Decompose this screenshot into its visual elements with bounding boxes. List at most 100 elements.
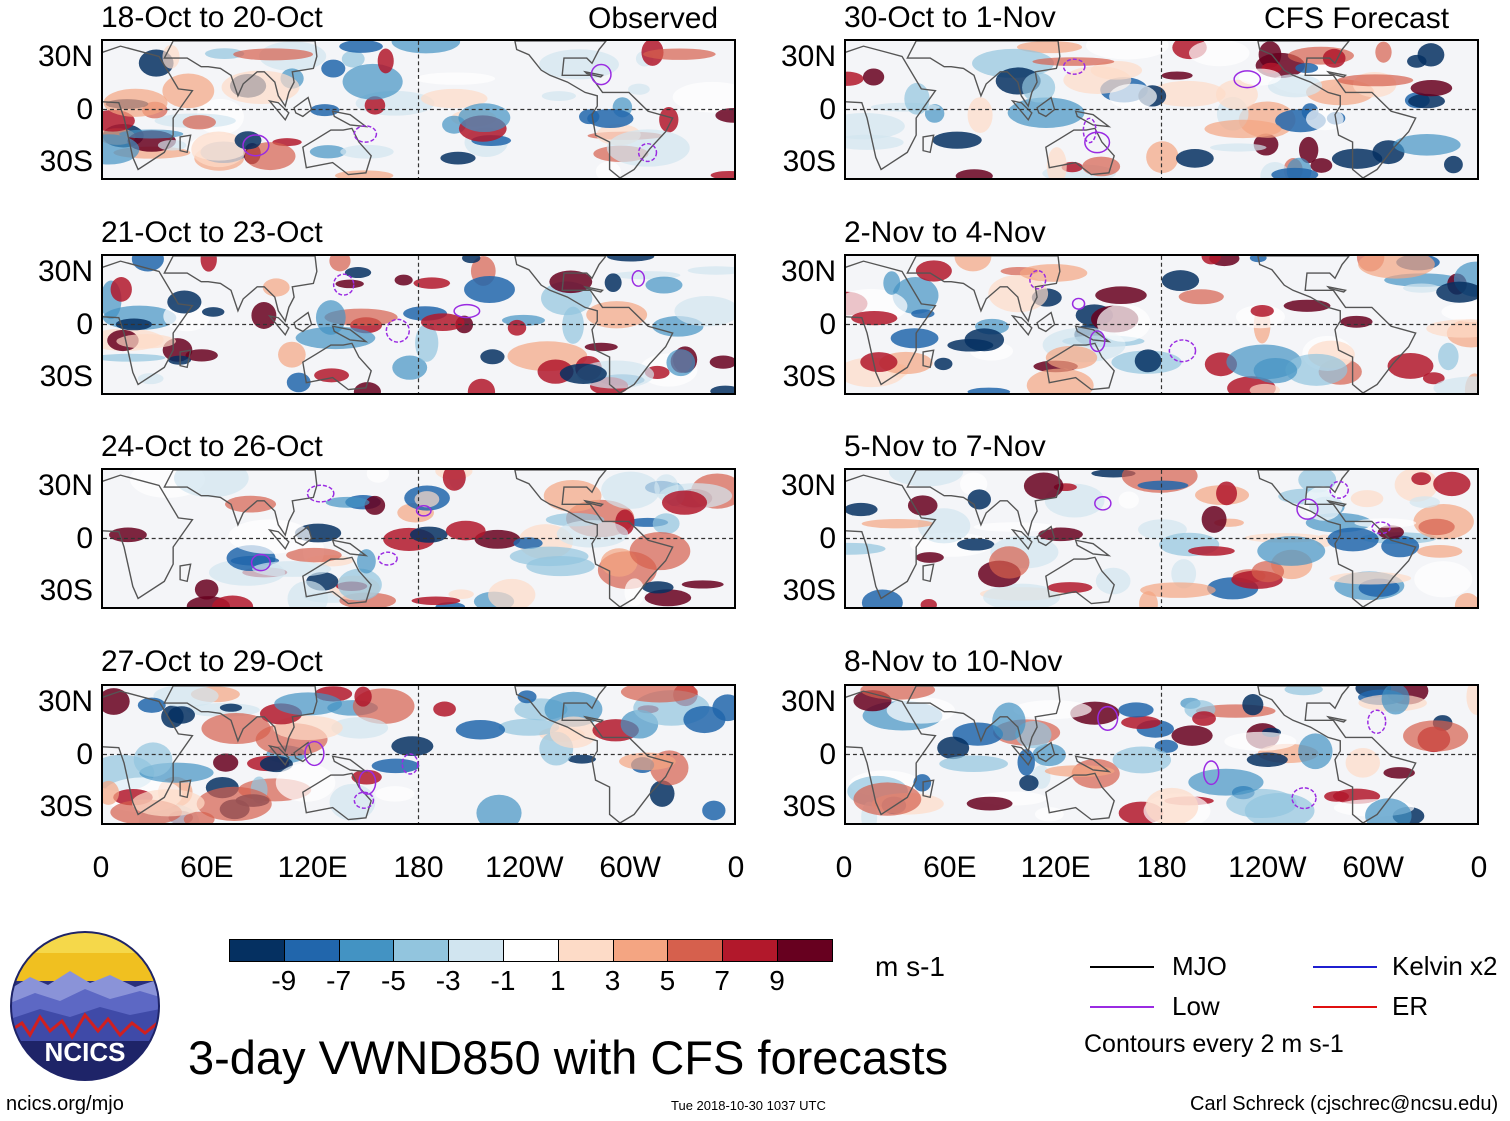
- coastline: [1036, 525, 1056, 547]
- low-contour: [250, 553, 271, 572]
- anomaly-blob: [917, 508, 971, 544]
- coastline: [1036, 311, 1056, 333]
- anomaly-blob: [233, 48, 313, 61]
- x-tick-label: 0: [835, 851, 853, 884]
- colorbar-label: 5: [659, 965, 676, 996]
- anomaly-blob: [1438, 342, 1459, 371]
- coastline: [163, 470, 318, 537]
- anomaly-blob: [1201, 256, 1221, 265]
- coastline: [302, 127, 372, 176]
- anomaly-blob: [862, 68, 885, 86]
- colorbar-swatch: [777, 939, 833, 962]
- coastline: [1257, 470, 1417, 607]
- anomaly-blob: [182, 115, 216, 130]
- anomaly-blob: [1410, 79, 1453, 97]
- anomaly-blob: [517, 690, 537, 704]
- anomaly-blob: [131, 256, 164, 272]
- panel-title: 30-Oct to 1-Nov: [844, 1, 1056, 34]
- anomaly-blob: [1358, 256, 1435, 279]
- anomaly-blob: [606, 256, 655, 262]
- low-contour: [1029, 269, 1047, 290]
- coastline: [1074, 755, 1112, 773]
- anomaly-blob: [1242, 694, 1264, 716]
- anomaly-blob: [988, 546, 1030, 579]
- coastline: [1074, 110, 1112, 128]
- low-contour: [1082, 117, 1097, 144]
- anomaly-blob: [286, 547, 342, 563]
- anomaly-blob: [957, 538, 995, 551]
- anomaly-blob: [507, 319, 527, 336]
- anomaly-blob: [964, 328, 1005, 352]
- anomaly-blob: [1161, 71, 1193, 80]
- anomaly-blob: [1154, 739, 1179, 753]
- figure-title: 3-day VWND850 with CFS forecasts: [188, 1031, 949, 1084]
- anomaly-blob: [1023, 472, 1064, 500]
- anomaly-blob: [364, 495, 386, 515]
- anomaly-blob: [131, 789, 205, 817]
- map-panel-observed-3: [101, 468, 736, 609]
- anomaly-blob: [710, 170, 734, 178]
- colorbar-swatch: [229, 939, 285, 962]
- anomaly-blob: [853, 782, 922, 816]
- anomaly-blob: [445, 520, 486, 541]
- site-link[interactable]: ncics.org/mjo: [6, 1093, 124, 1115]
- y-tick-label: 30N: [780, 39, 836, 73]
- colorbar-swatch: [393, 939, 450, 962]
- low-contour: [1371, 521, 1391, 535]
- anomaly-blob: [937, 736, 970, 760]
- anomaly-blob: [1171, 725, 1213, 746]
- anomaly-blob: [137, 373, 164, 385]
- y-tick-label: 30S: [39, 790, 93, 824]
- y-tick-label: 0: [76, 737, 93, 771]
- coastline: [103, 45, 194, 171]
- anomaly-blob: [1226, 788, 1297, 819]
- coastline: [1074, 325, 1112, 343]
- anomaly-blob: [932, 131, 982, 149]
- low-contour: [1084, 131, 1111, 154]
- anomaly-blob: [619, 752, 676, 771]
- coastline: [1257, 256, 1417, 393]
- anomaly-blob: [183, 811, 215, 823]
- anomaly-blob: [645, 276, 683, 294]
- anomaly-blob: [1387, 353, 1434, 379]
- anomaly-blob: [262, 278, 290, 297]
- anomaly-blob: [200, 256, 217, 272]
- anomaly-blob: [1345, 748, 1380, 778]
- x-tick-label: 180: [393, 851, 444, 884]
- anomaly-blob: [375, 786, 415, 802]
- anomaly-blob: [702, 800, 726, 821]
- coastline: [293, 96, 313, 118]
- anomaly-blob: [420, 313, 465, 332]
- y-tick-label: 30S: [782, 360, 836, 394]
- anomaly-blob: [915, 260, 952, 282]
- anomaly-blob: [448, 589, 474, 599]
- anomaly-blob: [1161, 270, 1200, 291]
- y-tick-label: 30S: [782, 145, 836, 179]
- anomaly-blob: [168, 706, 195, 724]
- anomaly-blob: [715, 107, 734, 123]
- anomaly-blob: [846, 113, 905, 140]
- anomaly-blob: [1350, 490, 1384, 508]
- map-panel-observed-4: [101, 684, 736, 825]
- anomaly-blob: [659, 106, 679, 133]
- anomaly-blob: [934, 357, 953, 371]
- anomaly-blob: [204, 48, 245, 60]
- coastline: [922, 134, 935, 154]
- ncics-logo[interactable]: NCICS: [10, 931, 160, 1081]
- anomaly-blob: [1466, 686, 1477, 715]
- coastline: [1045, 556, 1115, 605]
- anomaly-blob: [1175, 149, 1214, 168]
- map-panel-forecast-3: [844, 468, 1479, 609]
- coastline: [103, 474, 194, 600]
- anomaly-blob: [286, 372, 311, 393]
- coastline: [1326, 70, 1347, 78]
- colorbar-label: -3: [435, 965, 461, 996]
- anomaly-blob: [601, 471, 660, 509]
- anomaly-blob: [681, 580, 724, 589]
- anomaly-blob: [907, 495, 938, 516]
- low-contour: [590, 63, 612, 86]
- low-contour: [304, 740, 325, 767]
- anomaly-blob: [1436, 281, 1477, 303]
- anomaly-blob: [886, 697, 955, 724]
- anomaly-blob: [1433, 376, 1477, 393]
